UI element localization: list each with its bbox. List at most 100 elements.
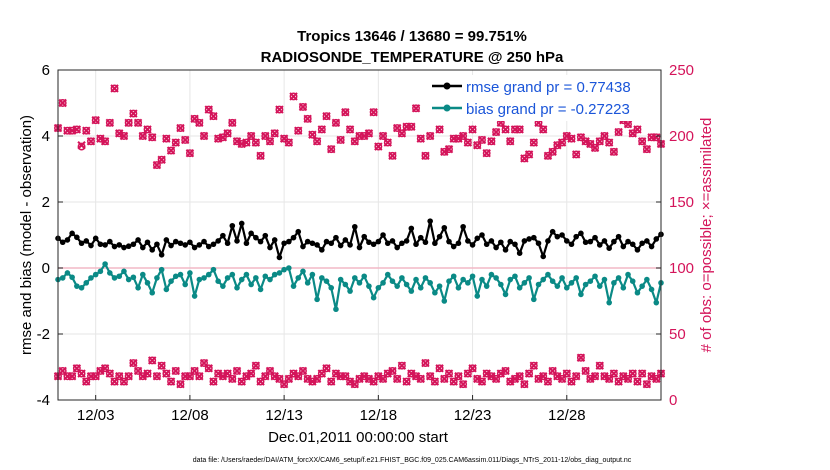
obs-x-stroke bbox=[435, 364, 444, 373]
rmse-point bbox=[182, 242, 188, 248]
obs-possible-marker bbox=[77, 142, 86, 151]
obs-assimilated-marker bbox=[454, 372, 463, 381]
obs-possible-marker bbox=[299, 367, 307, 375]
obs-possible-marker bbox=[388, 151, 397, 160]
obs-assimilated-marker bbox=[275, 105, 284, 114]
rmse-point bbox=[158, 252, 165, 258]
obs-assimilated-marker bbox=[637, 137, 647, 146]
rmse-point bbox=[601, 238, 608, 244]
obs-possible-marker bbox=[148, 133, 157, 142]
obs-assimilated-marker bbox=[647, 372, 656, 381]
obs-possible-marker bbox=[152, 372, 161, 381]
bias-point bbox=[384, 271, 391, 278]
bias-point bbox=[78, 285, 85, 291]
obs-possible-marker bbox=[463, 369, 472, 378]
rmse-point bbox=[121, 244, 127, 251]
obs-assimilated-marker bbox=[143, 369, 152, 378]
obs-x-stroke bbox=[506, 137, 515, 146]
bias-point bbox=[554, 283, 561, 289]
rmse-point bbox=[465, 238, 471, 244]
bias-point bbox=[592, 273, 598, 280]
obs-assimilated-marker bbox=[218, 372, 228, 381]
obs-assimilated-marker bbox=[557, 138, 567, 147]
obs-x-stroke bbox=[105, 118, 115, 128]
rmse-point bbox=[573, 233, 580, 240]
obs-assimilated-marker bbox=[571, 150, 581, 159]
rmse-point bbox=[512, 241, 518, 248]
obs-assimilated-marker bbox=[435, 364, 444, 373]
bias-point bbox=[653, 299, 660, 306]
obs-possible-marker bbox=[124, 372, 133, 381]
left-tick-label: -4 bbox=[37, 392, 50, 409]
bias-point bbox=[201, 275, 207, 281]
bias-point bbox=[394, 283, 400, 289]
bias-series bbox=[55, 261, 664, 313]
obs-assimilated-marker bbox=[411, 104, 421, 113]
obs-x-stroke bbox=[473, 374, 482, 384]
obs-possible-marker bbox=[195, 372, 204, 381]
obs-possible-marker bbox=[190, 367, 199, 375]
bias-point bbox=[441, 298, 448, 304]
rmse-point bbox=[323, 238, 330, 245]
obs-assimilated-marker bbox=[336, 135, 345, 145]
obs-possible-marker bbox=[435, 125, 444, 134]
obs-x-stroke bbox=[463, 138, 473, 147]
bias-point bbox=[238, 276, 245, 283]
obs-assimilated-marker bbox=[614, 127, 623, 137]
obs-possible-marker bbox=[576, 353, 585, 362]
obs-possible-marker bbox=[595, 137, 604, 146]
rmse-point bbox=[238, 220, 245, 227]
obs-x-stroke bbox=[322, 364, 331, 373]
obs-assimilated-marker bbox=[440, 147, 449, 157]
bias-point bbox=[290, 283, 297, 289]
obs-possible-marker bbox=[341, 372, 350, 381]
obs-assimilated-marker bbox=[232, 366, 242, 376]
obs-assimilated-marker bbox=[548, 147, 557, 157]
rmse-point bbox=[135, 237, 141, 243]
bias-point bbox=[276, 270, 283, 276]
obs-x-stroke bbox=[360, 372, 369, 381]
bias-point bbox=[281, 266, 287, 273]
obs-assimilated-marker bbox=[609, 147, 619, 157]
obs-assimilated-marker bbox=[364, 374, 374, 384]
obs-x-stroke bbox=[275, 105, 284, 114]
obs-x-stroke bbox=[199, 131, 209, 141]
obs-x-stroke bbox=[72, 364, 82, 373]
rmse-point bbox=[78, 240, 85, 247]
obs-x-stroke bbox=[232, 366, 242, 376]
rmse-point bbox=[281, 240, 287, 247]
obs-possible-marker bbox=[628, 129, 637, 138]
obs-x-stroke bbox=[590, 372, 600, 381]
obs-assimilated-marker bbox=[289, 92, 298, 101]
obs-x-stroke bbox=[341, 372, 350, 381]
bias-point bbox=[483, 283, 490, 289]
rmse-point bbox=[427, 218, 433, 224]
rmse-point bbox=[64, 237, 71, 243]
obs-possible-marker bbox=[190, 114, 199, 123]
obs-x-stroke bbox=[477, 135, 487, 145]
right-tick-label: 150 bbox=[669, 194, 694, 211]
right-tick-label: 100 bbox=[669, 260, 694, 277]
obs-possible-marker bbox=[162, 369, 171, 378]
rmse-point bbox=[234, 238, 240, 244]
obs-x-stroke bbox=[378, 131, 388, 141]
bias-point bbox=[587, 278, 594, 285]
rmse-point bbox=[507, 238, 514, 245]
obs-assimilated-marker bbox=[209, 377, 218, 386]
obs-x-stroke bbox=[133, 366, 143, 376]
y-axis-label-left: rmse and bias (model - observation) bbox=[18, 115, 35, 355]
obs-x-stroke bbox=[331, 369, 341, 378]
obs-possible-marker bbox=[284, 138, 293, 147]
obs-possible-marker bbox=[642, 145, 651, 154]
obs-assimilated-marker bbox=[487, 372, 496, 381]
obs-assimilated-marker bbox=[246, 369, 256, 378]
obs-possible-marker bbox=[562, 369, 571, 378]
obs-x-stroke bbox=[336, 135, 345, 145]
obs-possible-marker bbox=[110, 84, 119, 93]
rmse-point bbox=[69, 230, 75, 237]
bias-point bbox=[413, 276, 419, 283]
obs-possible-marker bbox=[327, 377, 336, 386]
right-tick-label: 200 bbox=[669, 128, 694, 145]
rmse-point bbox=[333, 234, 339, 241]
obs-assimilated-marker bbox=[392, 374, 402, 384]
